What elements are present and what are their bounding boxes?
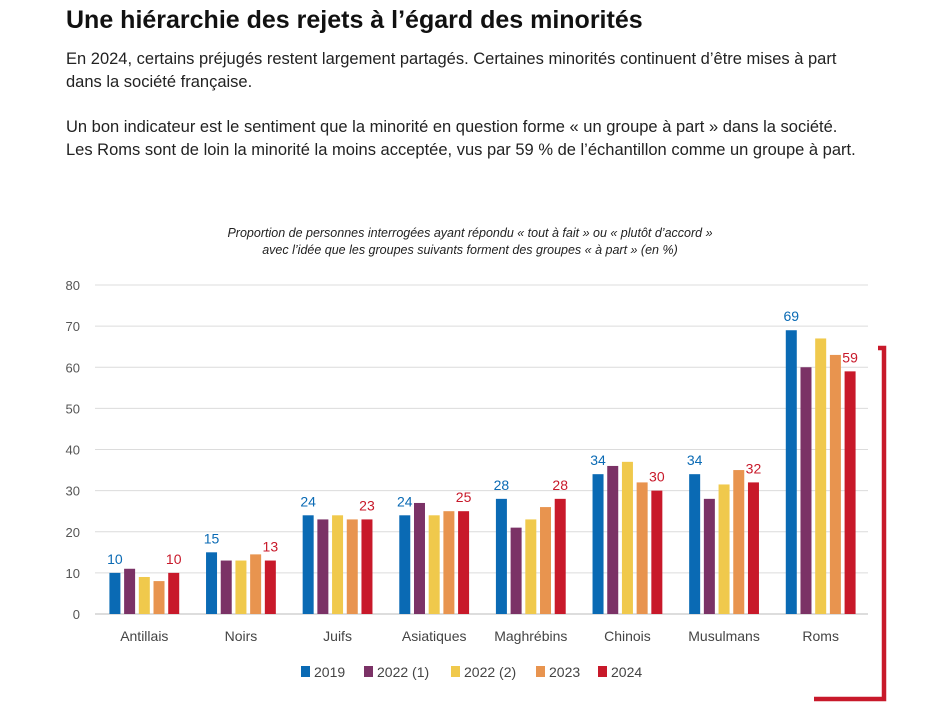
- bar-chinois-2019: [592, 474, 604, 614]
- legend-label-2023: 2023: [549, 664, 580, 680]
- bar-asiatiques-2024: [458, 511, 470, 614]
- data-label-antillais-2024: 10: [166, 551, 182, 567]
- chart-title-line-1: Proportion de personnes interrogées ayan…: [227, 226, 713, 240]
- y-tick-label-70: 70: [66, 319, 80, 334]
- y-tick-label-60: 60: [66, 360, 80, 375]
- legend-label-2024: 2024: [611, 664, 642, 680]
- y-tick-label-30: 30: [66, 484, 80, 499]
- legend-swatch-2024: [598, 666, 607, 677]
- data-label-asiatiques-2024: 25: [456, 489, 472, 505]
- bar-juifs-20222: [332, 515, 344, 614]
- data-label-roms-2019: 69: [783, 308, 799, 324]
- bar-musulmans-2024: [747, 482, 759, 614]
- bar-antillais-2019: [109, 572, 121, 614]
- bar-musulmans-2019: [689, 474, 701, 614]
- bar-roms-2023: [829, 354, 841, 614]
- bar-asiatiques-2019: [399, 515, 411, 614]
- bar-noirs-2024: [264, 560, 276, 614]
- category-label-antillais: Antillais: [120, 628, 168, 644]
- bar-roms-20221: [800, 367, 812, 614]
- bar-antillais-2023: [153, 581, 165, 614]
- bar-antillais-20221: [124, 568, 136, 614]
- data-label-musulmans-2024: 32: [746, 460, 762, 476]
- y-tick-label-0: 0: [73, 607, 80, 622]
- category-label-noirs: Noirs: [225, 628, 258, 644]
- bar-maghrébins-2023: [540, 507, 552, 614]
- data-label-noirs-2019: 15: [204, 530, 220, 546]
- bar-asiatiques-20222: [428, 515, 440, 614]
- category-label-chinois: Chinois: [604, 628, 651, 644]
- bar-musulmans-20221: [703, 498, 715, 614]
- bar-chinois-20222: [621, 461, 633, 614]
- bar-musulmans-2023: [733, 470, 745, 614]
- y-tick-label-20: 20: [66, 525, 80, 540]
- bar-chinois-20221: [607, 465, 619, 614]
- page-title: Une hiérarchie des rejets à l’égard des …: [66, 6, 643, 34]
- y-tick-label-50: 50: [66, 401, 80, 416]
- category-label-musulmans: Musulmans: [688, 628, 760, 644]
- category-label-asiatiques: Asiatiques: [402, 628, 467, 644]
- bar-chinois-2024: [651, 490, 663, 614]
- data-label-musulmans-2019: 34: [687, 452, 703, 468]
- y-tick-label-10: 10: [66, 566, 80, 581]
- legend-swatch-2019: [301, 666, 310, 677]
- bar-noirs-2023: [250, 554, 262, 614]
- data-label-maghrébins-2019: 28: [494, 477, 510, 493]
- bar-roms-2019: [785, 330, 797, 614]
- bar-chinois-2023: [636, 482, 648, 614]
- data-label-noirs-2024: 13: [263, 539, 279, 555]
- category-label-roms: Roms: [802, 628, 839, 644]
- bar-maghrébins-2024: [554, 498, 566, 614]
- indicator-paragraph: Un bon indicateur est le sentiment que l…: [66, 118, 856, 159]
- intro-paragraph: En 2024, certains préjugés restent large…: [66, 50, 837, 91]
- bar-antillais-2024: [168, 572, 180, 614]
- legend-label-20222: 2022 (2): [464, 664, 516, 680]
- data-label-maghrébins-2024: 28: [552, 477, 568, 493]
- bar-asiatiques-20221: [413, 502, 425, 614]
- legend-swatch-2023: [536, 666, 545, 677]
- y-tick-label-40: 40: [66, 443, 80, 458]
- bar-maghrébins-20222: [525, 519, 537, 614]
- data-label-juifs-2019: 24: [300, 493, 316, 509]
- legend-label-2019: 2019: [314, 664, 345, 680]
- bar-musulmans-20222: [718, 484, 730, 614]
- category-label-maghrébins: Maghrébins: [494, 628, 567, 644]
- bar-antillais-20222: [138, 576, 150, 614]
- chart-title-line-2: avec l’idée que les groupes suivants for…: [262, 243, 678, 257]
- bar-juifs-20221: [317, 519, 329, 614]
- data-label-roms-2024: 59: [842, 349, 858, 365]
- legend-swatch-20221: [364, 666, 373, 677]
- bar-juifs-2023: [346, 519, 358, 614]
- bar-roms-2024: [844, 371, 856, 614]
- bar-noirs-20221: [220, 560, 232, 614]
- bar-noirs-2019: [206, 552, 218, 614]
- data-label-chinois-2024: 30: [649, 469, 665, 485]
- bar-noirs-20222: [235, 560, 247, 614]
- bar-maghrébins-20221: [510, 527, 522, 614]
- bar-juifs-2024: [361, 519, 373, 614]
- data-label-juifs-2024: 23: [359, 497, 375, 513]
- y-tick-label-80: 80: [66, 278, 80, 293]
- bar-juifs-2019: [302, 515, 314, 614]
- bar-maghrébins-2019: [495, 498, 507, 614]
- data-label-antillais-2019: 10: [107, 551, 123, 567]
- roms-highlight-bracket: [814, 345, 887, 702]
- data-label-chinois-2019: 34: [590, 452, 606, 468]
- data-label-asiatiques-2019: 24: [397, 493, 413, 509]
- bar-asiatiques-2023: [443, 511, 455, 614]
- legend-swatch-20222: [451, 666, 460, 677]
- bar-roms-20222: [815, 338, 827, 614]
- category-label-juifs: Juifs: [323, 628, 352, 644]
- legend-label-20221: 2022 (1): [377, 664, 429, 680]
